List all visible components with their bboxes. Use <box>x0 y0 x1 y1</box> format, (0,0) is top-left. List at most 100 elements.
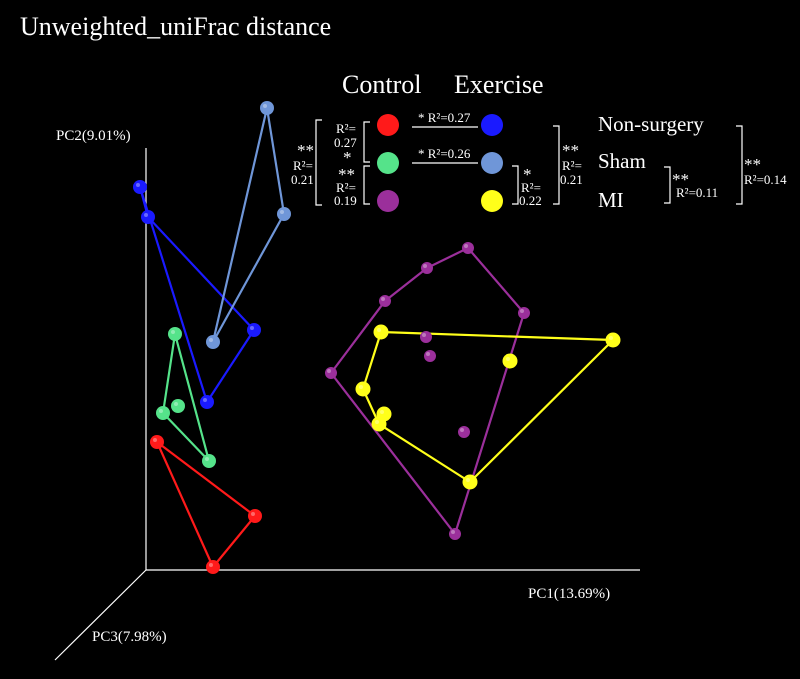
stat-left-b-r2: R²= <box>336 180 356 195</box>
bracket-exercise-a <box>512 165 519 205</box>
data-point <box>458 426 470 438</box>
data-point-highlight <box>209 338 213 342</box>
data-point <box>247 323 261 337</box>
data-point-highlight <box>171 330 175 334</box>
data-point-highlight <box>159 409 163 413</box>
stat-left-b-val: 0.19 <box>334 193 357 208</box>
stat-exercise-b-val: 0.21 <box>560 172 583 187</box>
stat-left-outer-r2: R²= <box>293 158 313 173</box>
stat-far-right-r2: R²=0.14 <box>744 172 787 187</box>
stat-left-outer-val: 0.21 <box>291 172 314 187</box>
bracket-left-inner-a <box>363 121 370 163</box>
stat-exercise-a-sig: * <box>523 165 532 184</box>
stat-sham: * R²=0.26 <box>418 146 471 161</box>
legend-marker <box>377 152 399 174</box>
data-point-highlight <box>359 385 363 389</box>
data-point <box>462 474 478 490</box>
hull-2 <box>161 332 211 463</box>
z-axis-line <box>54 569 147 661</box>
legend-header-control: Control <box>342 70 421 99</box>
data-point <box>277 207 291 221</box>
stat-left-b-sig: ** <box>338 165 355 184</box>
data-point <box>355 381 371 397</box>
data-point <box>133 180 147 194</box>
data-point-highlight <box>153 438 157 442</box>
data-point-highlight <box>380 410 384 414</box>
data-point <box>518 307 530 319</box>
data-point-highlight <box>506 357 510 361</box>
data-point-highlight <box>422 333 426 337</box>
data-point <box>379 295 391 307</box>
data-point-highlight <box>377 328 381 332</box>
legend-header-exercise: Exercise <box>454 70 544 99</box>
legend-marker <box>481 152 503 174</box>
data-point <box>141 210 155 224</box>
data-point-highlight <box>426 352 430 356</box>
data-point <box>371 416 387 432</box>
data-point <box>420 331 432 343</box>
data-point <box>373 324 389 340</box>
stat-mi-r2: R²=0.11 <box>676 185 718 200</box>
data-point-highlight <box>174 402 178 406</box>
data-point-highlight <box>327 369 331 373</box>
data-point <box>260 101 274 115</box>
legend-marker <box>377 114 399 136</box>
stat-exercise-b-r2: R²= <box>562 158 582 173</box>
data-point-highlight <box>144 213 148 217</box>
legend-row-mi: MI <box>598 188 624 212</box>
data-point <box>156 406 170 420</box>
legend-marker <box>481 190 503 212</box>
stat-exercise-b-sig: ** <box>562 141 579 160</box>
legend-marker <box>377 190 399 212</box>
legend-markers <box>377 114 503 212</box>
data-point-highlight <box>263 104 267 108</box>
data-point-highlight <box>280 210 284 214</box>
data-point <box>462 242 474 254</box>
y-axis-label: PC2(9.01%) <box>56 128 131 144</box>
data-point <box>206 560 220 574</box>
x-axis-label: PC1(13.69%) <box>528 586 610 602</box>
data-point <box>502 353 518 369</box>
bracket-exercise-b <box>553 125 560 205</box>
data-point <box>424 350 436 362</box>
stat-left-outer-sig: ** <box>297 141 314 160</box>
stat-far-right-sig: ** <box>744 155 761 174</box>
data-point-highlight <box>136 183 140 187</box>
data-point-highlight <box>423 264 427 268</box>
stat-left-a-r2: R²= <box>336 121 356 136</box>
data-point-highlight <box>250 326 254 330</box>
data-point <box>202 454 216 468</box>
legend-marker <box>481 114 503 136</box>
hull-3 <box>211 106 286 344</box>
data-point-highlight <box>466 478 470 482</box>
hull-0 <box>155 440 257 569</box>
hull-5 <box>361 330 615 484</box>
data-point-highlight <box>609 336 613 340</box>
data-point <box>605 332 621 348</box>
data-point-highlight <box>209 563 213 567</box>
group-points <box>133 101 621 574</box>
data-point-highlight <box>205 457 209 461</box>
data-point <box>421 262 433 274</box>
data-point-highlight <box>520 309 524 313</box>
legend-row-nonsurgery: Non-surgery <box>598 112 704 136</box>
stat-exercise-a-r2: R²= <box>521 180 541 195</box>
data-point <box>200 395 214 409</box>
bracket-left-inner-b <box>363 165 370 205</box>
data-point-highlight <box>451 530 455 534</box>
data-point <box>150 435 164 449</box>
data-point-highlight <box>381 297 385 301</box>
data-point <box>325 367 337 379</box>
data-point-highlight <box>251 512 255 516</box>
legend-row-sham: Sham <box>598 149 646 173</box>
z-axis-label: PC3(7.98%) <box>92 629 167 645</box>
chart-title: Unweighted_uniFrac distance <box>20 12 331 41</box>
stat-left-a-val: 0.27 <box>334 135 357 150</box>
stat-mi-sig: ** <box>672 170 689 189</box>
data-point <box>206 335 220 349</box>
data-point <box>168 327 182 341</box>
data-point <box>449 528 461 540</box>
